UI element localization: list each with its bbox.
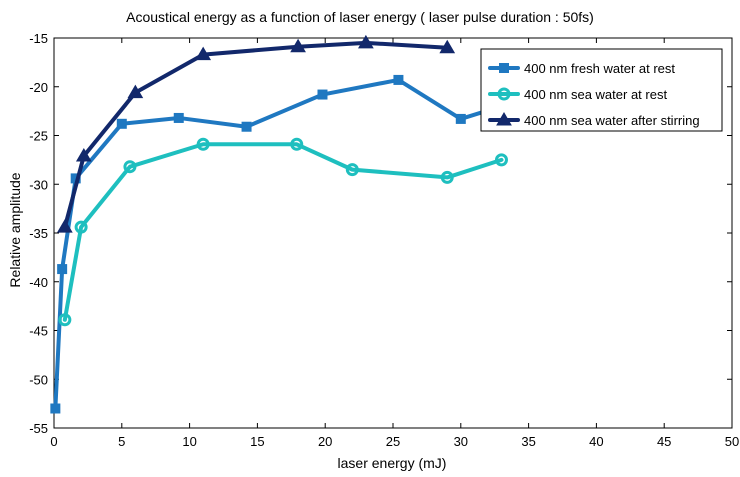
legend-label: 400 nm fresh water at rest — [524, 61, 675, 76]
y-tick-label: -40 — [29, 275, 48, 290]
x-tick-label: 30 — [454, 434, 468, 449]
data-point-triangle — [195, 46, 212, 61]
y-tick-label: -15 — [29, 31, 48, 46]
data-point-square — [57, 264, 68, 275]
series-1 — [50, 74, 507, 414]
data-point-circle — [345, 163, 359, 177]
x-tick-label: 40 — [589, 434, 603, 449]
legend-entry: 400 nm fresh water at rest — [488, 61, 675, 76]
x-tick-label: 50 — [725, 434, 739, 449]
x-tick-label: 35 — [521, 434, 535, 449]
series-line — [62, 142, 504, 322]
data-point-triangle — [439, 39, 456, 54]
x-tick-label: 5 — [118, 434, 125, 449]
x-tick-label: 45 — [657, 434, 671, 449]
data-point-circle — [58, 313, 72, 327]
y-tick-label: -35 — [29, 226, 48, 241]
data-point-square — [173, 112, 184, 123]
series-3 — [56, 34, 456, 233]
data-point-square — [116, 118, 127, 129]
legend-entry: 400 nm sea water after stirring — [488, 112, 700, 128]
data-point-circle — [290, 137, 304, 151]
data-point-triangle — [56, 219, 73, 233]
data-point-circle — [497, 87, 511, 101]
series-line — [62, 40, 450, 230]
y-tick-label: -20 — [29, 80, 48, 95]
data-point-square — [50, 403, 61, 414]
data-point-circle — [123, 160, 137, 174]
plot-layer: 0 5 10 15 20 25 30 35 40 45 50 -55 -50 -45 -40 -35 -30 -2… — [29, 31, 739, 449]
data-point-square — [393, 74, 404, 85]
data-point-square — [317, 89, 328, 100]
data-point-square — [455, 113, 466, 124]
y-tick-label: -55 — [29, 421, 48, 436]
data-point-circle — [74, 220, 88, 234]
data-point-triangle — [496, 112, 512, 126]
y-tick-label: -45 — [29, 324, 48, 339]
data-point-square — [241, 121, 252, 132]
x-tick-label: 20 — [318, 434, 332, 449]
data-point-circle — [196, 137, 210, 151]
legend-label: 400 nm sea water after stirring — [524, 113, 700, 128]
x-tick-label: 15 — [250, 434, 264, 449]
y-tick-label: -30 — [29, 177, 48, 192]
legend-entry: 400 nm sea water at rest — [488, 87, 667, 102]
legend-box — [480, 48, 723, 132]
data-point-circle — [440, 170, 454, 184]
data-point-square — [499, 63, 509, 73]
y-axis-label: Relative amplitude — [7, 172, 23, 287]
legend-label: 400 nm sea water at rest — [524, 87, 667, 102]
series-line — [53, 77, 504, 411]
x-tick-label: 0 — [50, 434, 57, 449]
x-tick-label: 10 — [182, 434, 196, 449]
x-tick-label: 25 — [386, 434, 400, 449]
chart-legend: 400 nm fresh water at rest 400 nm sea wat… — [480, 48, 723, 132]
chart-title: Acoustical energy as a function of laser… — [126, 9, 594, 25]
data-point-triangle — [290, 38, 306, 53]
y-tick-label: -50 — [29, 372, 48, 387]
x-axis-label: laser energy (mJ) — [338, 455, 447, 471]
y-tick-label: -25 — [29, 129, 48, 144]
data-point-triangle — [358, 34, 374, 49]
data-point-circle — [494, 153, 508, 167]
data-point-triangle — [127, 84, 144, 99]
data-point-triangle — [75, 147, 92, 162]
series-2 — [58, 137, 508, 327]
